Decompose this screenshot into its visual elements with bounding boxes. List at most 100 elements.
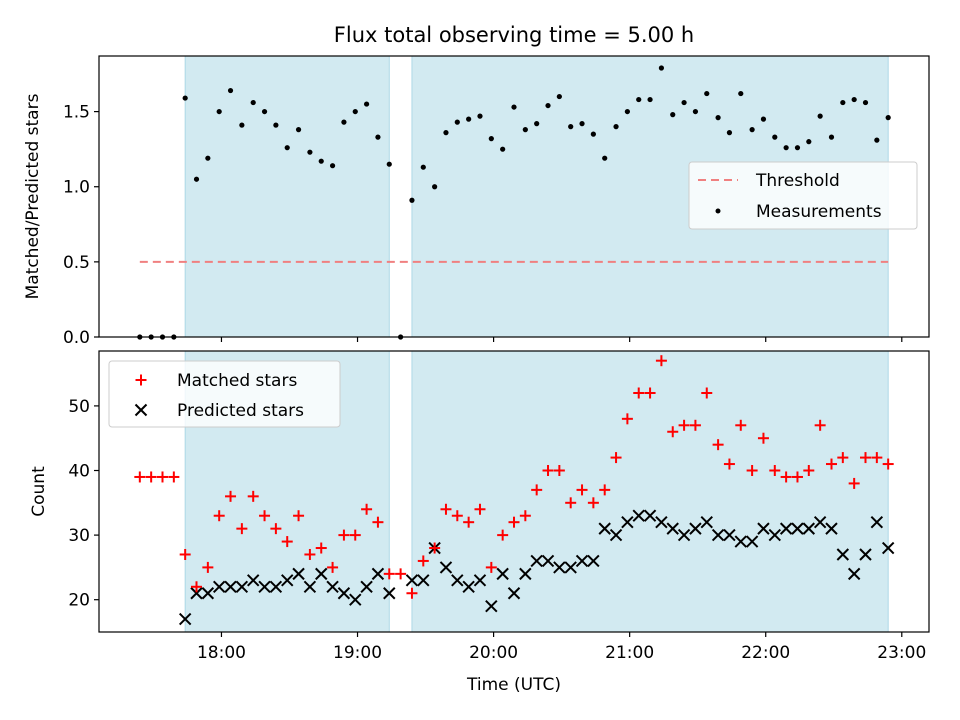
legend-threshold-label: Threshold — [755, 171, 840, 191]
matched-star-point — [814, 419, 826, 431]
y-tick-label: 0.0 — [63, 328, 90, 348]
measurement-point — [579, 121, 585, 127]
matched-star-point — [247, 490, 259, 502]
matched-star-point — [860, 452, 872, 464]
predicted-star-point — [802, 522, 816, 535]
measurement-point — [704, 90, 710, 97]
measurement-point — [182, 95, 188, 101]
measurement-point — [216, 108, 222, 115]
measurement-point — [590, 131, 596, 137]
predicted-star-point — [655, 515, 668, 529]
matched-star-point — [270, 523, 282, 535]
matched-star-point — [202, 561, 214, 573]
predicted-star-point — [247, 574, 260, 587]
matched-star-point — [406, 587, 418, 599]
cross-stroke-b — [212, 580, 226, 593]
cross-stroke-b — [553, 561, 566, 574]
cross-stroke-b — [621, 515, 634, 529]
cross-stroke-b — [881, 541, 895, 555]
matched-star-point — [145, 471, 157, 483]
matched-star-point — [372, 516, 384, 528]
cross-stroke-b — [541, 554, 555, 568]
predicted-star-point — [383, 587, 396, 600]
matched-star-point — [633, 387, 645, 399]
measurement-point — [545, 102, 551, 109]
matched-star-point — [417, 555, 429, 567]
cross-stroke-b — [643, 509, 657, 522]
matched-star-point — [508, 516, 520, 528]
predicted-star-point — [451, 574, 464, 587]
cross-stroke-b — [859, 548, 872, 561]
predicted-star-point — [190, 587, 203, 600]
cross-stroke-b — [609, 528, 623, 542]
cross-stroke-b — [507, 587, 521, 600]
cross-stroke-b — [870, 515, 884, 529]
matched-star-point — [825, 458, 837, 470]
matched-star-point — [429, 542, 441, 554]
measurement-point — [522, 127, 528, 133]
cross-stroke-b — [723, 528, 736, 542]
chart-title: Flux total observing time = 5.00 h — [334, 23, 694, 47]
cross-stroke-b — [734, 535, 747, 548]
cross-stroke-b — [134, 403, 148, 417]
cross-stroke-b — [757, 522, 770, 535]
top-plot-frame — [98, 55, 930, 338]
matched-stars-points — [134, 355, 894, 599]
top-legend-box — [688, 161, 918, 230]
predicted-star-point — [530, 554, 543, 568]
legend-predicted-marker — [134, 403, 148, 417]
predicted-star-point — [881, 541, 895, 555]
predicted-star-point — [473, 574, 487, 587]
measurement-point — [556, 93, 562, 100]
matched-star-point — [655, 355, 667, 367]
predicted-star-point — [553, 561, 566, 574]
predicted-star-point — [791, 522, 804, 535]
measurement-point — [670, 112, 676, 118]
measurement-point — [363, 101, 370, 107]
predicted-star-point — [485, 599, 498, 613]
legend-predicted-swatch — [134, 403, 148, 417]
matched-star-point — [610, 452, 622, 464]
measurement-point — [636, 96, 642, 103]
cross-stroke-b — [791, 522, 804, 535]
predicted-star-point — [224, 580, 237, 593]
cross-stroke-b — [417, 574, 430, 587]
predicted-star-point — [666, 522, 679, 535]
cross-stroke-b — [190, 587, 203, 600]
cross-stroke-b — [496, 567, 509, 581]
matched-star-point — [599, 484, 611, 496]
measurement-point — [432, 184, 438, 190]
y-tick-label: 30 — [68, 526, 90, 546]
matched-star-point — [769, 465, 781, 477]
matched-star-point — [689, 419, 701, 431]
predicted-star-point — [825, 522, 838, 535]
measurement-point — [500, 146, 506, 152]
predicted-star-point — [564, 561, 577, 574]
predicted-star-point — [632, 509, 645, 522]
measurement-point — [760, 116, 767, 122]
cross-stroke-b — [235, 580, 249, 593]
cross-stroke-b — [779, 522, 793, 535]
measurement-point — [352, 108, 358, 115]
legend-matched-label: Matched stars — [177, 371, 297, 391]
predicted-star-point — [439, 561, 453, 574]
measurement-point — [466, 116, 472, 122]
matched-star-point — [349, 529, 361, 541]
measurement-point — [205, 155, 211, 161]
matched-star-point — [542, 465, 554, 477]
y-tick-label: 40 — [68, 462, 90, 482]
measurement-point — [783, 145, 789, 151]
measurement-point — [375, 134, 381, 140]
predicted-star-point — [326, 580, 339, 593]
matched-star-point — [338, 529, 350, 541]
predicted-stars-points — [178, 509, 895, 626]
predicted-star-point — [723, 528, 736, 542]
predicted-star-point — [258, 580, 271, 593]
predicted-star-point — [519, 567, 532, 581]
measurement-point — [840, 99, 846, 106]
matched-star-point — [383, 568, 395, 580]
measurement-point — [772, 134, 778, 140]
predicted-star-point — [813, 515, 827, 529]
cross-stroke-b — [473, 574, 487, 587]
